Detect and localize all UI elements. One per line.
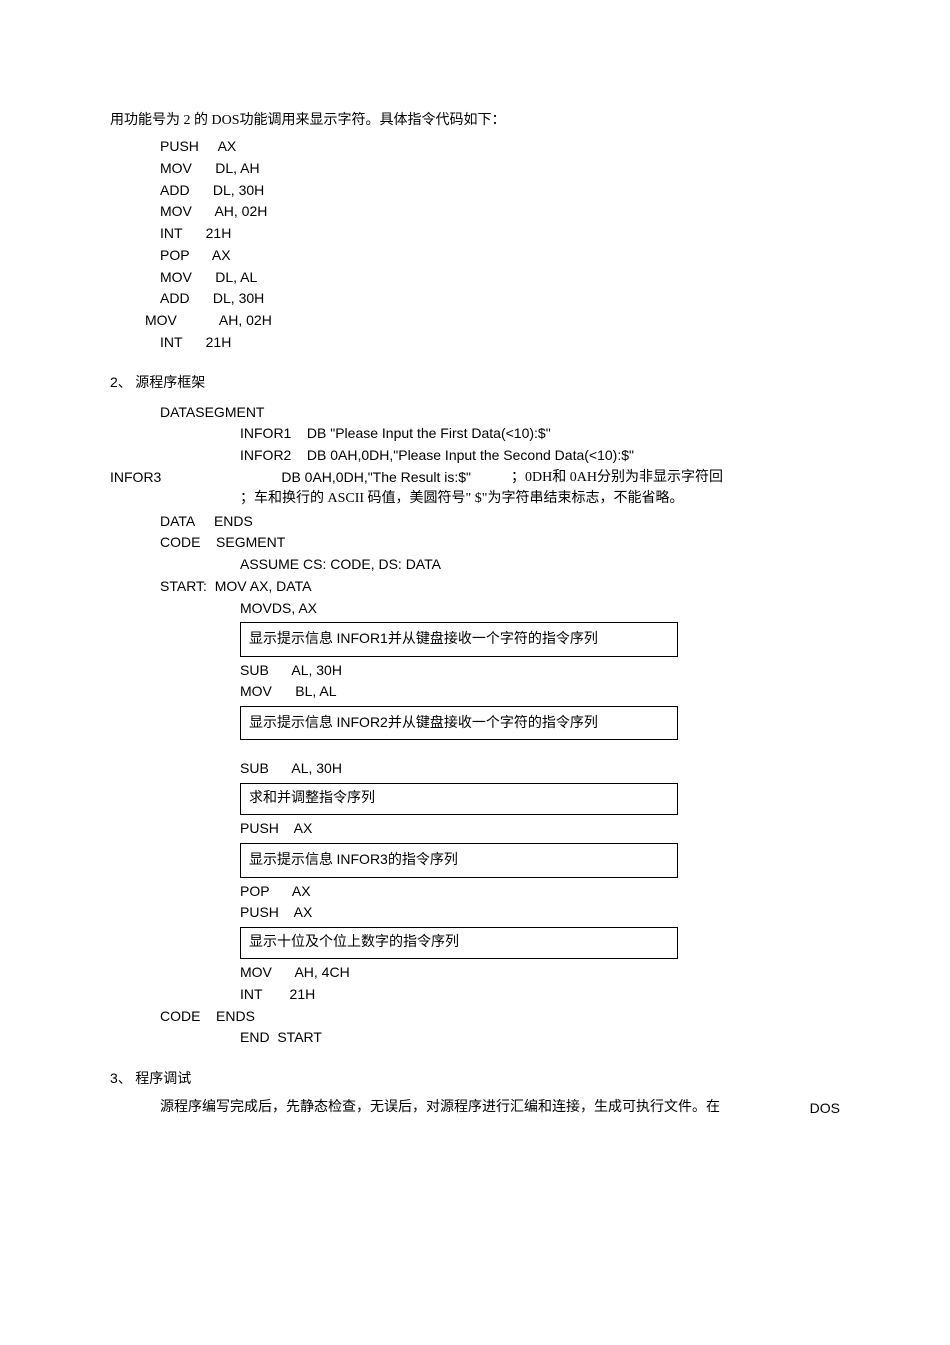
section-title: 源程序框架	[135, 376, 205, 391]
code-line: ADD DL, 30H	[110, 288, 840, 310]
code-line: PUSH AX	[110, 818, 840, 840]
section-3-heading: 3、 程序调试	[110, 1067, 840, 1091]
footer-paragraph: 源程序编写完成后，先静态检查，无误后，对源程序进行汇编和连接，生成可执行文件。在…	[110, 1097, 840, 1119]
code-line: MOV DL, AL	[110, 267, 840, 289]
code-line: INT 21H	[110, 332, 840, 354]
document-page: 用功能号为 2 的 DOS功能调用来显示字符。具体指令代码如下： PUSH AX…	[0, 0, 950, 1345]
code-line: MOV AH, 4CH	[110, 962, 840, 984]
instruction-box-2: 显示提示信息 INFOR2并从键盘接收一个字符的指令序列	[240, 706, 678, 740]
code-line: ASSUME CS: CODE, DS: DATA	[110, 554, 840, 576]
code-line: CODE SEGMENT	[110, 532, 840, 554]
code-line: ADD DL, 30H	[110, 180, 840, 202]
code-block-1: PUSH AX MOV DL, AH ADD DL, 30H MOV AH, 0…	[110, 136, 840, 353]
section-2-heading: 2、 源程序框架	[110, 371, 840, 395]
code-line: INFOR1 DB "Please Input the First Data(<…	[110, 423, 840, 445]
code-line: PUSH AX	[110, 902, 840, 924]
code-line: INT 21H	[110, 223, 840, 245]
code-line: POP AX	[110, 881, 840, 903]
instruction-box-1: 显示提示信息 INFOR1并从键盘接收一个字符的指令序列	[240, 622, 678, 656]
code-line: POP AX	[110, 245, 840, 267]
footer-text: 源程序编写完成后，先静态检查，无误后，对源程序进行汇编和连接，生成可执行文件。在	[160, 1097, 720, 1119]
code-line: INFOR2 DB 0AH,0DH,"Please Input the Seco…	[110, 445, 840, 467]
code-line: MOVDS, AX	[110, 598, 840, 620]
code-line: DATA ENDS	[110, 511, 840, 533]
code-line: INT 21H	[110, 984, 840, 1006]
section-number: 2、	[110, 374, 132, 390]
code-line: SUB AL, 30H	[110, 660, 840, 682]
instruction-box-4: 显示提示信息 INFOR3的指令序列	[240, 843, 678, 877]
code-line: START: MOV AX, DATA	[110, 576, 840, 598]
code-line: MOV BL, AL	[110, 681, 840, 703]
intro-text: 用功能号为 2 的 DOS功能调用来显示字符。具体指令代码如下：	[110, 110, 840, 132]
footer-tag: DOS	[810, 1097, 840, 1119]
code-line: PUSH AX	[110, 136, 840, 158]
code-line: MOV AH, 02H	[110, 310, 840, 332]
code-line: SUB AL, 30H	[110, 758, 840, 780]
code-line: CODE ENDS	[110, 1006, 840, 1028]
source-framework: DATASEGMENT INFOR1 DB "Please Input the …	[110, 402, 840, 1049]
code-line: MOV AH, 02H	[110, 201, 840, 223]
code-line: INFOR3 DB 0AH,0DH,"The Result is:$" ；0DH…	[110, 467, 840, 489]
instruction-box-3: 求和并调整指令序列	[240, 783, 678, 815]
code-comment: ；车和换行的 ASCII 码值，美圆符号" $"为字符串结束标志，不能省略。	[110, 488, 840, 510]
instruction-box-5: 显示十位及个位上数字的指令序列	[240, 927, 678, 959]
section-number: 3、	[110, 1070, 132, 1086]
code-line: DATASEGMENT	[110, 402, 840, 424]
code-line: END START	[110, 1027, 840, 1049]
code-line: MOV DL, AH	[110, 158, 840, 180]
section-title: 程序调试	[135, 1072, 191, 1087]
